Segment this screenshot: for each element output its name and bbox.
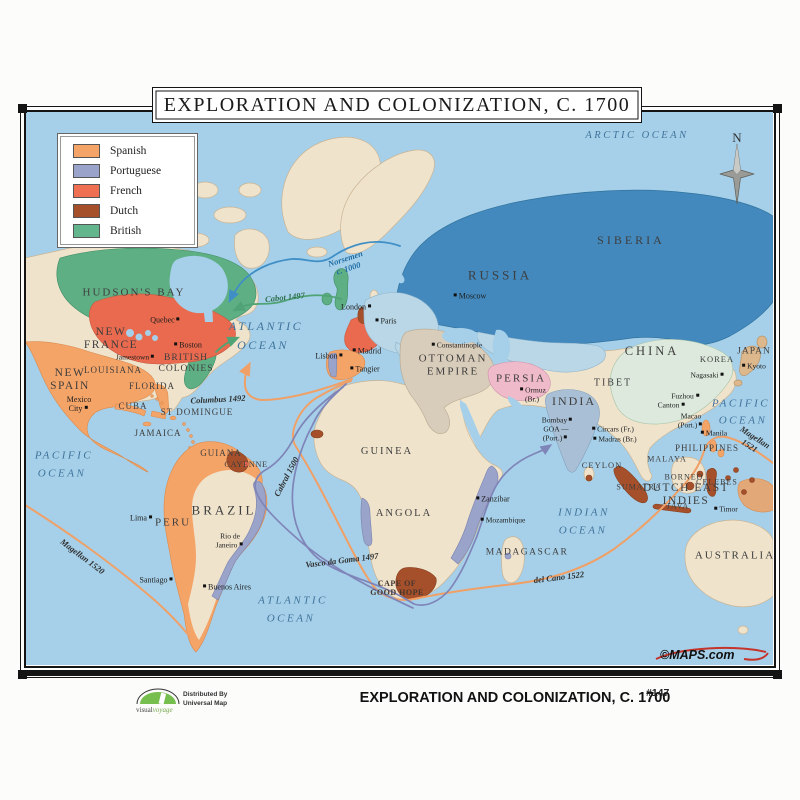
route-cabot-return <box>215 336 240 353</box>
map-title: EXPLORATION AND COLONIZATION, C. 1700 <box>163 93 631 116</box>
logo-word1: visual <box>136 706 153 714</box>
compass-north-label: N <box>732 130 742 145</box>
distributor-text: Distributed By Universal Map <box>183 691 228 707</box>
legend-row: Portuguese <box>73 163 194 178</box>
legend-swatch <box>73 203 100 218</box>
legend-row: British <box>73 223 194 238</box>
legend-label: Dutch <box>110 204 139 217</box>
mapscom-logo: ©MAPS.com <box>655 646 769 662</box>
legend-swatch <box>73 163 100 178</box>
legend-label: British <box>110 224 142 237</box>
visualvoyage-wordmark: visualvoyage <box>136 706 173 714</box>
legend-label: Portuguese <box>110 164 162 177</box>
route-cabral <box>254 386 414 609</box>
legend-row: Spanish <box>73 143 194 158</box>
footer-title: EXPLORATION AND COLONIZATION, C. 1700 <box>359 690 671 706</box>
legend-row: French <box>73 183 194 198</box>
logo-word2: voyage <box>152 706 173 714</box>
route-columbus <box>239 361 353 401</box>
route-magellan-delcano <box>292 380 773 601</box>
visualvoyage-logo <box>136 688 180 705</box>
route-vasco-da-gama <box>291 383 553 606</box>
legend-swatch <box>73 223 100 238</box>
mapscom-text: ©MAPS.com <box>660 648 735 662</box>
legend-swatch <box>73 183 100 198</box>
map-title-box: EXPLORATION AND COLONIZATION, C. 1700 <box>152 87 642 123</box>
legend-label: French <box>110 184 142 197</box>
compass: N <box>710 130 764 146</box>
legend-label: Spanish <box>110 144 147 157</box>
route-norsemen <box>228 241 401 303</box>
legend-row: Dutch <box>73 203 194 218</box>
item-number: #147 <box>646 687 670 699</box>
route-cabot <box>232 294 342 312</box>
compass-rose <box>719 143 755 205</box>
legend: Spanish Portuguese French Dutch British <box>57 133 198 248</box>
route-magellan-1520 <box>25 504 191 638</box>
legend-items: Spanish Portuguese French Dutch British <box>60 136 195 245</box>
legend-swatch <box>73 143 100 158</box>
